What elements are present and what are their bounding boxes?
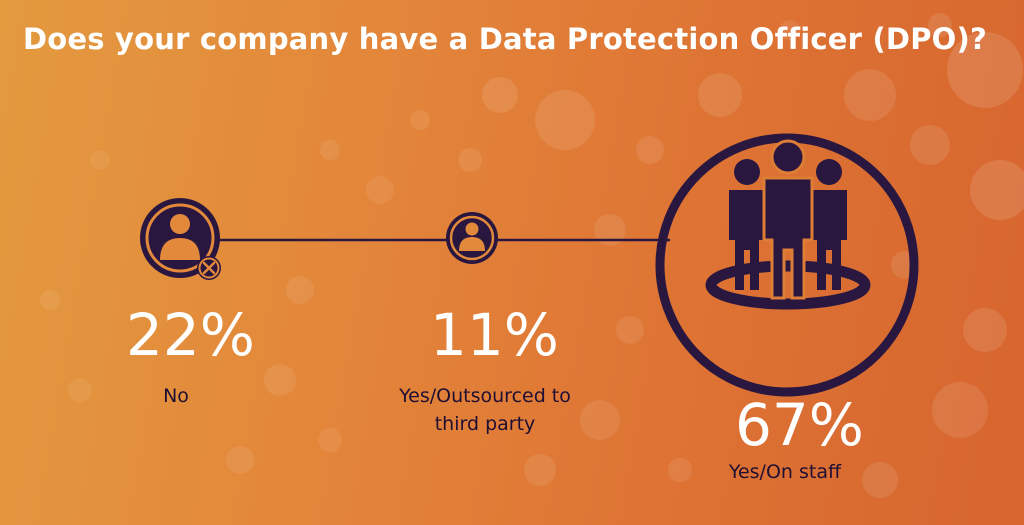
value-no: 22% (126, 301, 255, 369)
label-outsourced-line2: third party (434, 413, 536, 435)
value-on-staff: 67% (735, 391, 864, 459)
value-outsourced: 11% (430, 301, 559, 369)
label-outsourced: Yes/Outsourced to third party (374, 382, 596, 438)
person-declined-icon (140, 198, 221, 280)
label-no-line1: No (163, 385, 189, 407)
label-on-staff-line1: Yes/On staff (728, 461, 842, 483)
person-icon (446, 212, 498, 264)
label-outsourced-line1: Yes/Outsourced to (399, 385, 571, 407)
chart-title: Does your company have a Data Protection… (23, 22, 987, 56)
label-no: No (126, 382, 226, 410)
group-staff-icon (655, 133, 919, 397)
label-on-staff: Yes/On staff (705, 458, 865, 486)
